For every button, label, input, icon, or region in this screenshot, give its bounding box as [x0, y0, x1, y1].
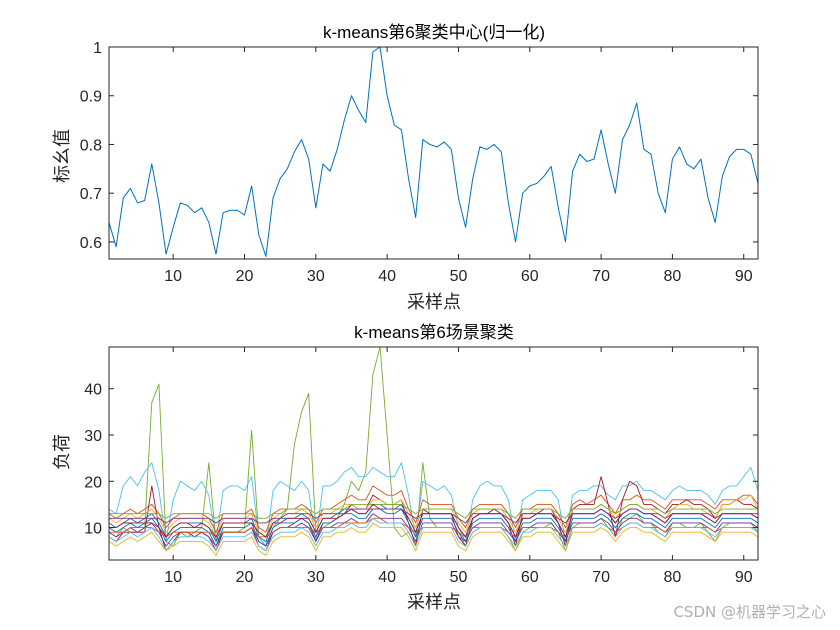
bottom-x-tick-label: 50 [450, 569, 468, 586]
top-plot-area: 10 20 30 40 50 60 70 80 90 0.6 0.7 0.8 0.9 1 [80, 40, 759, 285]
bottom-axes-box [108, 346, 759, 561]
top-subplot: k-means第6聚类中心(归一化) 采样点 标幺值 10 20 30 40 50 60 7… [52, 23, 759, 312]
top-y-tick-label: 1 [93, 40, 102, 57]
top-x-tick-label: 80 [664, 268, 682, 285]
bottom-x-tick-label: 20 [236, 569, 254, 586]
bottom-x-tick-label: 90 [735, 569, 753, 586]
watermark-text: CSDN @机器学习之心 [673, 603, 826, 621]
bottom-series-line-10 [109, 503, 758, 519]
top-x-tick-label: 60 [521, 268, 539, 285]
top-series-line-1 [109, 47, 758, 258]
bottom-x-tick-label: 70 [592, 569, 610, 586]
top-y-tick-label: 0.7 [80, 186, 102, 203]
bottom-x-tick-label: 30 [307, 569, 325, 586]
top-x-tick-label: 50 [450, 268, 468, 285]
top-x-tick-label: 30 [307, 268, 325, 285]
bottom-y-tick-label: 20 [84, 474, 102, 491]
top-x-tick-label: 90 [735, 268, 753, 285]
bottom-plot-area: 10 20 30 40 50 60 70 80 90 10 20 30 40 [84, 346, 759, 586]
bottom-series-line-14 [109, 508, 758, 524]
top-y-tick-label: 0.9 [80, 89, 102, 106]
bottom-series-line-7 [109, 513, 758, 547]
bottom-series-line-3 [109, 485, 758, 533]
top-x-tick-label: 70 [592, 268, 610, 285]
top-x-tick-label: 20 [236, 268, 254, 285]
top-x-tick-label: 40 [378, 268, 396, 285]
bottom-x-tick-label: 40 [378, 569, 396, 586]
bottom-y-tick-label: 10 [84, 521, 102, 538]
bottom-y-tick-label: 30 [84, 428, 102, 445]
bottom-chart-title: k-means第6场景聚类 [354, 323, 514, 342]
bottom-x-tick-label: 80 [664, 569, 682, 586]
top-series-group [109, 47, 758, 258]
top-x-axis-label: 采样点 [407, 292, 461, 312]
top-x-tick-label: 10 [164, 268, 182, 285]
bottom-series-line-11 [109, 517, 758, 552]
top-chart-title: k-means第6聚类中心(归一化) [323, 23, 545, 42]
bottom-y-axis-label: 负荷 [52, 434, 72, 470]
bottom-subplot: k-means第6场景聚类 采样点 负荷 10 20 30 40 50 60 70 80 901… [52, 323, 759, 612]
bottom-y-tick-label: 40 [84, 382, 102, 399]
top-y-tick-label: 0.8 [80, 137, 102, 154]
top-axes-box [108, 46, 759, 260]
bottom-series-group [109, 347, 758, 556]
top-y-axis-label: 标幺值 [52, 129, 72, 183]
bottom-series-line-13 [109, 522, 758, 556]
top-y-tick-label: 0.6 [80, 235, 102, 252]
bottom-x-tick-label: 10 [164, 569, 182, 586]
bottom-x-axis-label: 采样点 [407, 592, 461, 612]
bottom-x-tick-label: 60 [521, 569, 539, 586]
